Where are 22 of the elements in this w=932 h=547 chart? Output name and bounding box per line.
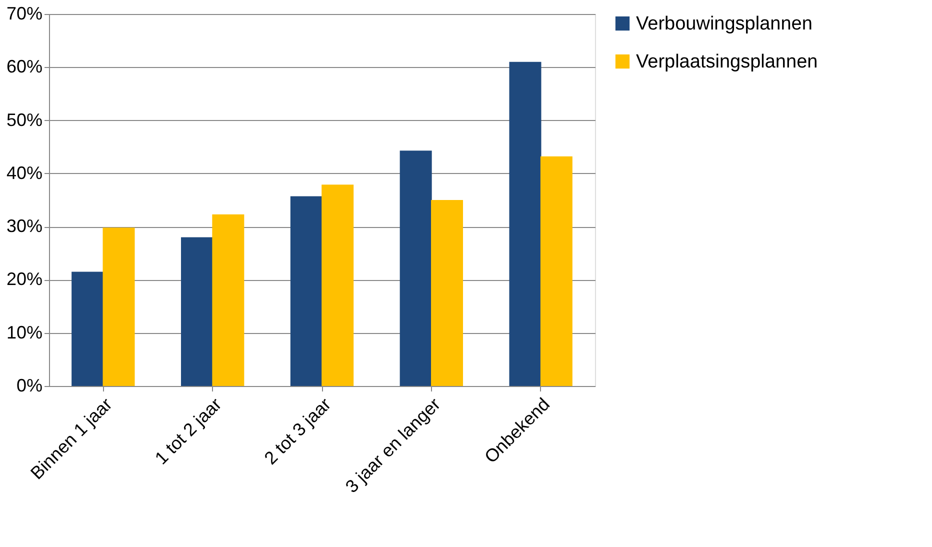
y-tick-label: 30%: [6, 216, 42, 236]
bar: [431, 200, 464, 386]
bar: [540, 156, 572, 386]
x-tick-label: 2 tot 3 jaar: [260, 394, 335, 468]
bar: [400, 150, 432, 386]
y-tick-label: 10%: [6, 322, 42, 342]
y-tick-label: 50%: [6, 110, 42, 130]
bar: [509, 62, 542, 386]
y-tick-label: 60%: [6, 56, 42, 77]
bar: [180, 237, 213, 386]
bar: [290, 196, 322, 386]
legend-label: Verbouwingsplannen: [636, 14, 812, 34]
y-tick-label: 20%: [6, 269, 42, 290]
bar: [102, 228, 135, 386]
y-tick-label: 40%: [6, 162, 42, 183]
bar: [322, 184, 354, 386]
legend-label: Verplaatsingsplannen: [636, 52, 818, 72]
bar: [212, 214, 244, 386]
x-tick-label: 1 tot 2 jaar: [151, 394, 226, 468]
y-tick-label: 0%: [16, 376, 42, 396]
y-tick-label: 70%: [6, 4, 42, 24]
bar: [72, 272, 104, 386]
